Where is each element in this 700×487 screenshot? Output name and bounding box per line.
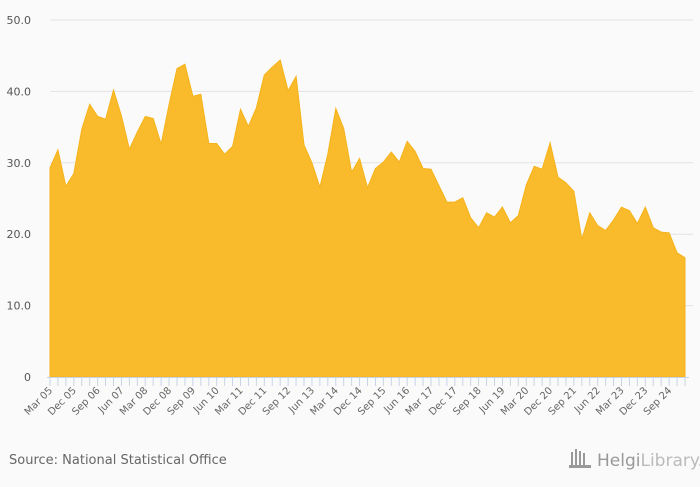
y-tick-label: 30.0 [7,157,32,170]
helgi-library-logo[interactable]: HelgiLibrary. [569,449,700,471]
y-tick-label: 10.0 [7,300,32,313]
source-label: Source: National Statistical Office [9,453,227,468]
y-axis-labels: 0 10.0 20.0 30.0 40.0 50.0 [7,14,32,384]
svg-text:HelgiLibrary.: HelgiLibrary. [597,451,700,471]
y-tick-label: 50.0 [7,14,32,27]
y-tick-label: 20.0 [7,228,32,241]
y-tick-label: 0 [24,371,31,384]
logo-light: Library. [640,451,700,471]
data-area [49,59,686,378]
logo-bold: Helgi [597,451,640,471]
y-tick-label: 40.0 [7,85,32,98]
logo-icon [569,449,591,468]
